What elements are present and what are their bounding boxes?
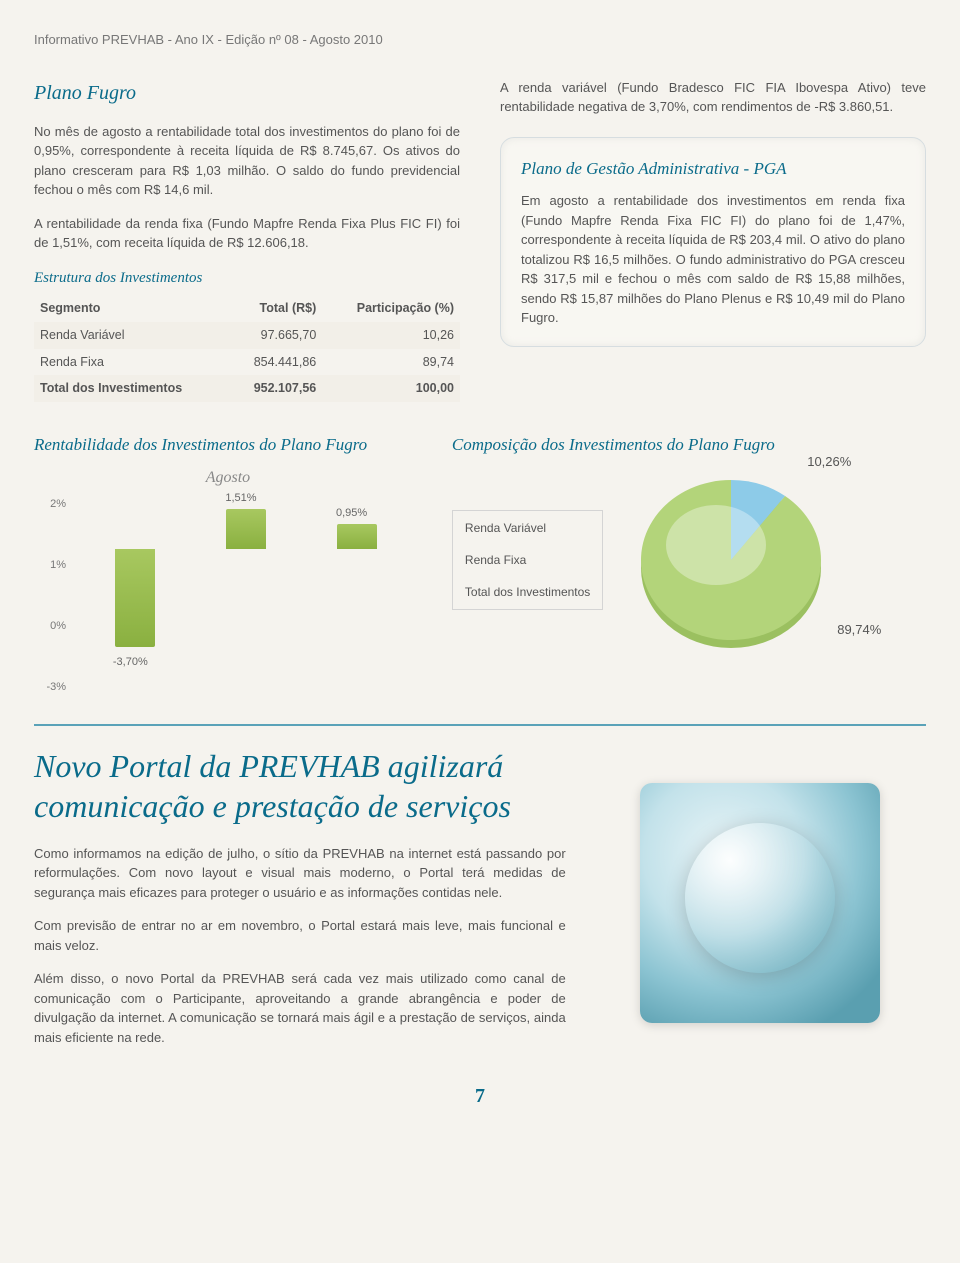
globe-illustration [640,783,880,1023]
bar-wrap: 1,51% [221,496,271,656]
bar-label: -3,70% [100,654,160,671]
bar-wrap: 0,95% [332,496,382,656]
bar-chart: 2%1%0%-3% -3,70%1,51%0,95% [70,496,422,696]
plano-fugro-p2: A rentabilidade da renda fixa (Fundo Map… [34,214,460,253]
cell-total: 952.107,56 [228,375,322,402]
pie-legend-item: Renda Variável [465,519,590,537]
pga-box: Plano de Gestão Administrativa - PGA Em … [500,137,926,347]
novo-p1: Como informamos na edição de julho, o sí… [34,844,566,903]
estrutura-title: Estrutura dos Investimentos [34,267,460,290]
cell-part: 10,26 [322,322,460,349]
table-row-total: Total dos Investimentos 952.107,56 100,0… [34,375,460,402]
pie-chart: 10,26%89,74% [621,460,841,660]
pie-legend-item: Total dos Investimentos [465,583,590,601]
bar-ytick: 0% [34,618,66,635]
pie-label: 10,26% [807,452,851,472]
cell-seg: Renda Fixa [34,349,228,376]
cell-part: 100,00 [322,375,460,402]
bar-ytick: 1% [34,557,66,574]
pga-text: Em agosto a rentabilidade dos investimen… [521,191,905,328]
bar-ytick: 2% [34,496,66,513]
estrutura-col3: Participação (%) [322,295,460,322]
bar-ytick: -3% [34,679,66,696]
novo-p3: Além disso, o novo Portal da PREVHAB ser… [34,969,566,1047]
bar-label: 1,51% [211,490,271,507]
cell-part: 89,74 [322,349,460,376]
cell-total: 97.665,70 [228,322,322,349]
divider [34,724,926,726]
bar-label: 0,95% [322,505,382,522]
pie-legend: Renda Variável Renda Fixa Total dos Invest… [452,510,603,610]
cell-total: 854.441,86 [228,349,322,376]
novo-title: Novo Portal da PREVHAB agilizará comunic… [34,746,566,826]
bar-chart-subtitle: Agosto [34,466,422,490]
pie-chart-title: Composição dos Investimentos do Plano Fu… [452,432,926,458]
table-row: Renda Fixa 854.441,86 89,74 [34,349,460,376]
cell-seg: Total dos Investimentos [34,375,228,402]
bar-chart-title: Rentabilidade dos Investimentos do Plano… [34,432,422,458]
page-number: 7 [34,1081,926,1111]
pga-title: Plano de Gestão Administrativa - PGA [521,156,905,182]
estrutura-table: Segmento Total (R$) Participação (%) Ren… [34,295,460,402]
table-row: Renda Variável 97.665,70 10,26 [34,322,460,349]
header-line: Informativo PREVHAB - Ano IX - Edição nº… [34,30,926,50]
pie-legend-item: Renda Fixa [465,551,590,569]
bar-wrap: -3,70% [110,496,160,656]
plano-fugro-p1: No mês de agosto a rentabilidade total d… [34,122,460,200]
novo-p2: Com previsão de entrar no ar em novembro… [34,916,566,955]
plano-fugro-title: Plano Fugro [34,78,460,108]
estrutura-col2: Total (R$) [228,295,322,322]
cell-seg: Renda Variável [34,322,228,349]
plano-fugro-p-right: A renda variável (Fundo Bradesco FIC FIA… [500,78,926,117]
bar [115,549,155,648]
bar [337,524,377,549]
estrutura-col1: Segmento [34,295,228,322]
bar [226,509,266,549]
pie-label: 89,74% [837,620,881,640]
